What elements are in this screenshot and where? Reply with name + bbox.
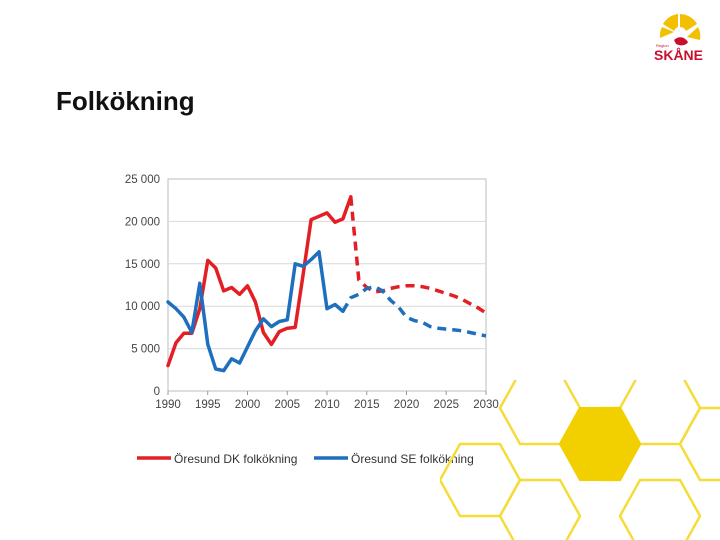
series-line-se-projection bbox=[341, 284, 487, 338]
y-tick-label: 25 000 bbox=[125, 174, 160, 186]
y-tick-label: 20 000 bbox=[125, 216, 160, 228]
x-tick-label: 1995 bbox=[195, 399, 221, 411]
logo-text: SKÅNE bbox=[654, 47, 704, 63]
population-growth-chart: 0 5 000 10 000 15 000 20 000 25 000 1990 1995 2… bbox=[125, 174, 499, 466]
x-tick-label: 2005 bbox=[274, 399, 300, 411]
legend: Öresund DK folkökning Öresund SE folkökn… bbox=[137, 452, 474, 466]
logo-region-text: Region bbox=[656, 43, 669, 48]
legend-label-dk: Öresund DK folkökning bbox=[174, 452, 297, 466]
y-tick-label: 10 000 bbox=[125, 301, 160, 313]
y-tick-label: 5 000 bbox=[131, 344, 160, 356]
x-tick-layer: 1990 1995 2000 2005 2010 2015 2020 2025 2030 bbox=[155, 391, 499, 411]
series-line-se-historical bbox=[166, 250, 345, 373]
x-tick-label: 2020 bbox=[394, 399, 420, 411]
x-tick-label: 2030 bbox=[473, 399, 499, 411]
legend-label-se: Öresund SE folkökning bbox=[351, 452, 474, 466]
honeycomb-decoration-icon bbox=[440, 380, 720, 540]
slide-title: Folkökning bbox=[56, 86, 195, 116]
x-tick-label: 2015 bbox=[354, 399, 380, 411]
y-tick-label: 0 bbox=[154, 386, 160, 398]
series-line-dk-historical bbox=[166, 195, 353, 368]
x-tick-label: 2000 bbox=[235, 399, 261, 411]
plot-area-frame bbox=[167, 178, 487, 392]
series-line-dk-projection bbox=[349, 196, 487, 315]
x-tick-label: 2025 bbox=[433, 399, 459, 411]
x-tick-label: 2010 bbox=[314, 399, 340, 411]
series-layer bbox=[166, 195, 487, 373]
region-skane-logo-icon bbox=[659, 14, 701, 46]
x-tick-label: 1990 bbox=[155, 399, 181, 411]
y-tick-label: 15 000 bbox=[125, 259, 160, 271]
y-tick-layer: 0 5 000 10 000 15 000 20 000 25 000 bbox=[125, 174, 160, 398]
